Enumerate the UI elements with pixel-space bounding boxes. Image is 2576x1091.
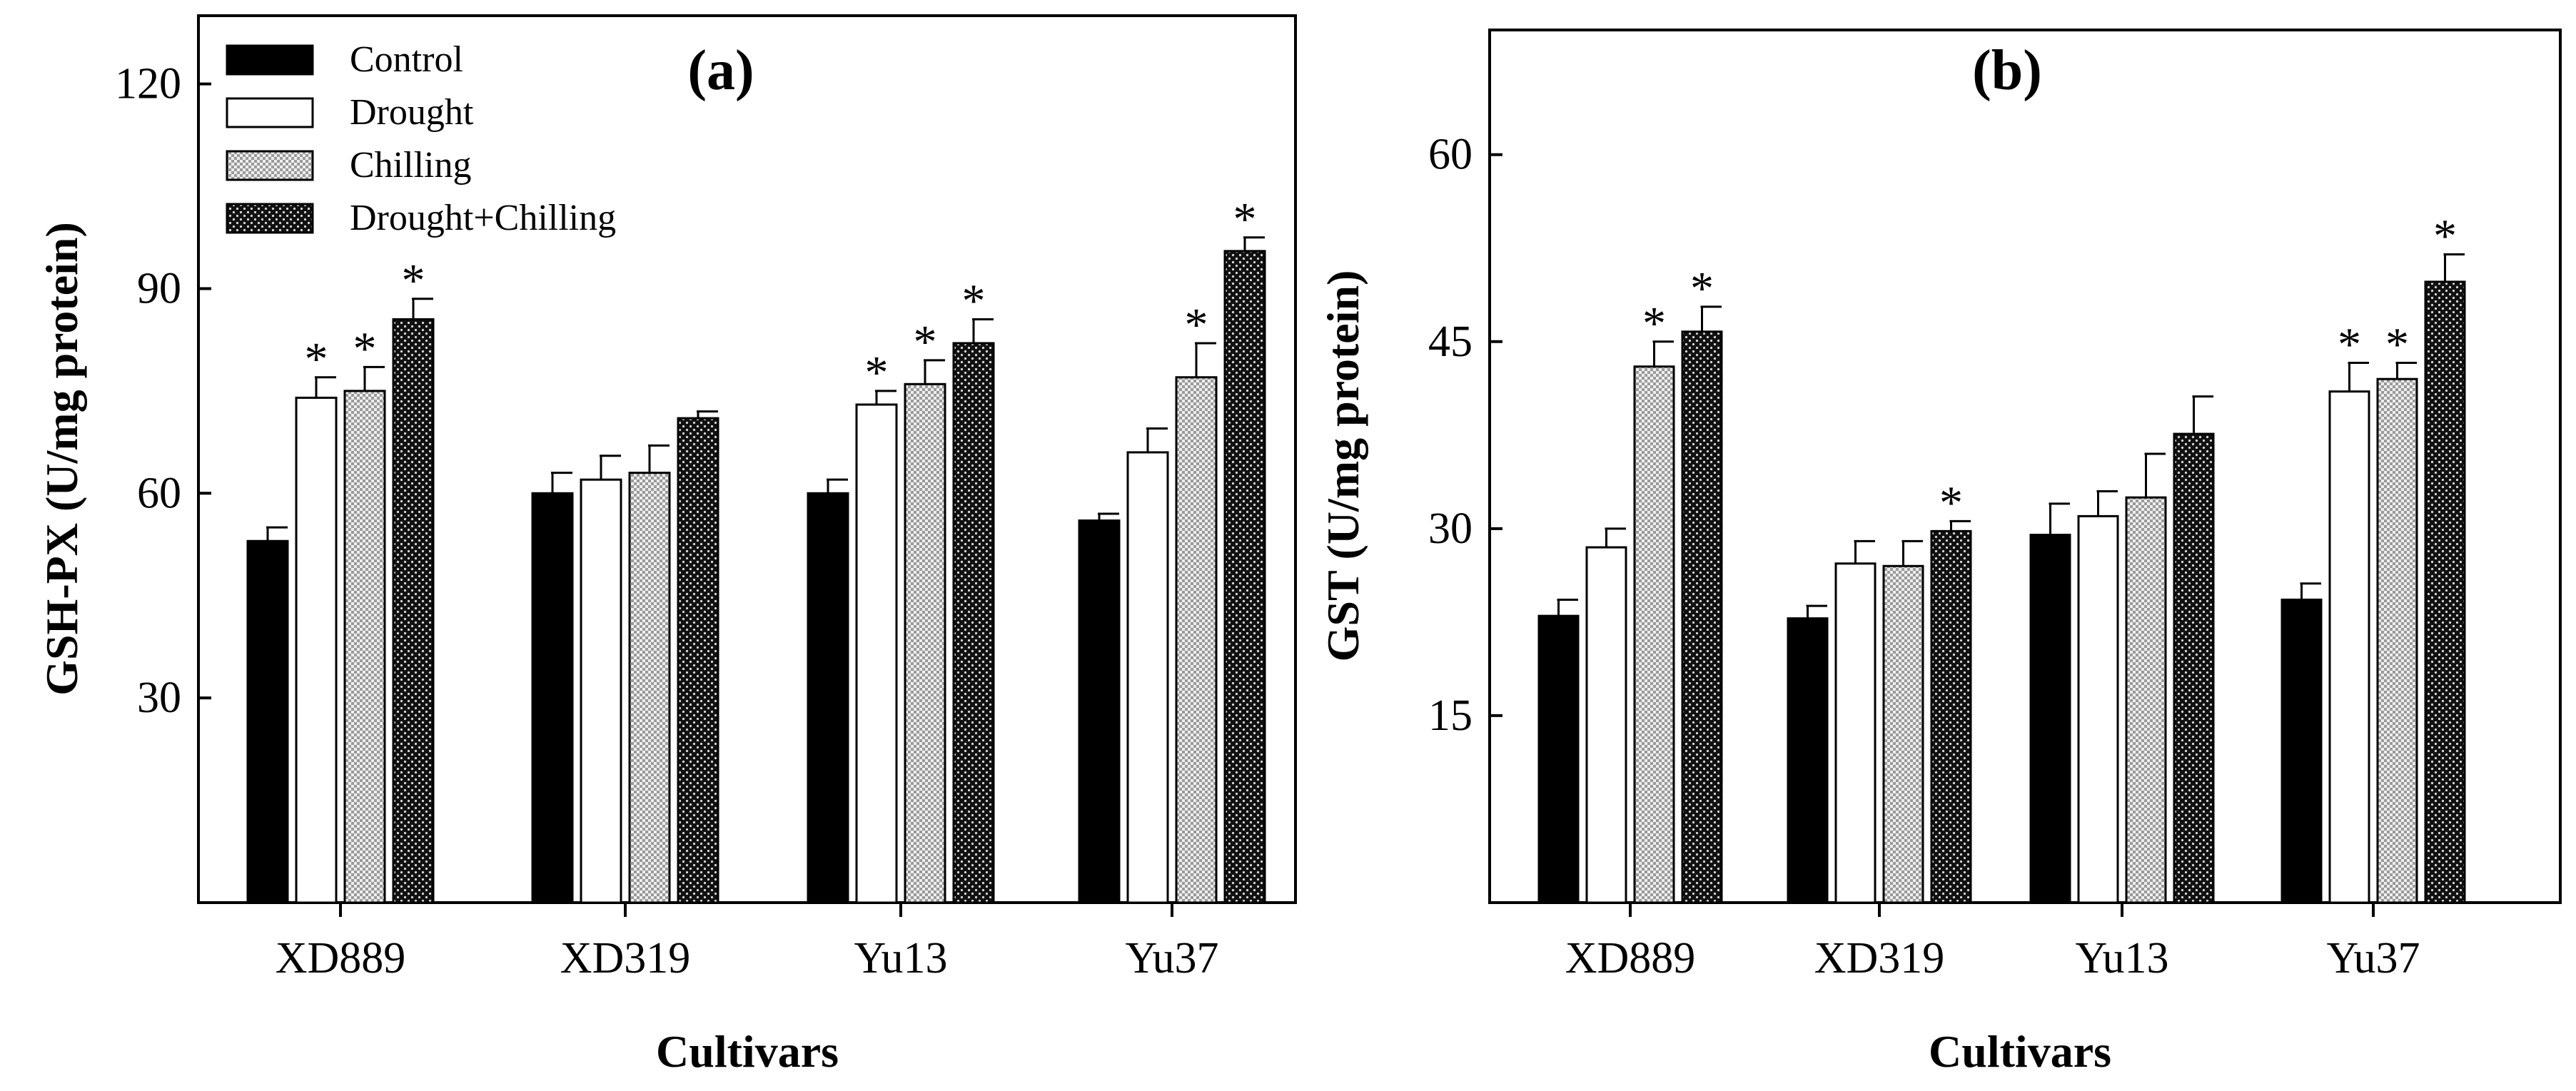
significance-marker: * bbox=[1690, 263, 1714, 315]
bar-drought bbox=[580, 478, 622, 904]
y-tick-label: 120 bbox=[115, 60, 181, 108]
legend: Control Drought Chilling Drought+Chillin… bbox=[226, 39, 616, 238]
bar-control bbox=[807, 492, 849, 904]
legend-item-chilling: Chilling bbox=[226, 145, 471, 186]
legend-swatch-chilling bbox=[226, 150, 314, 181]
bar-chilling bbox=[1633, 365, 1675, 904]
bar-drought-chilling bbox=[952, 342, 995, 904]
x-tick-label: XD319 bbox=[1814, 934, 1945, 983]
plot-frame bbox=[197, 14, 1297, 904]
bar-drought bbox=[1585, 546, 1627, 904]
significance-marker: * bbox=[1233, 193, 1257, 245]
legend-label-chilling: Chilling bbox=[350, 145, 471, 186]
significance-marker: * bbox=[402, 255, 425, 307]
y-tick-label: 90 bbox=[137, 264, 181, 313]
bar-control bbox=[1787, 617, 1829, 904]
y-axis-title: GSH-PX (U/mg protein) bbox=[36, 222, 87, 696]
x-tick-label: Yu13 bbox=[854, 934, 948, 983]
y-tick-label: 60 bbox=[137, 469, 181, 517]
bar-chilling bbox=[904, 382, 946, 904]
legend-item-drought: Drought bbox=[226, 92, 474, 133]
bar-control bbox=[2029, 534, 2071, 904]
legend-label-drought: Drought bbox=[350, 92, 474, 133]
legend-item-drought-chilling: Drought+Chilling bbox=[226, 198, 616, 238]
y-tick-label: 30 bbox=[1428, 504, 1473, 553]
legend-label-drought-chilling: Drought+Chilling bbox=[350, 198, 616, 238]
x-tick-label: Yu37 bbox=[2327, 934, 2420, 983]
panel-label: (b) bbox=[1972, 39, 2042, 102]
bar-control bbox=[1537, 614, 1580, 904]
bar-drought bbox=[2077, 514, 2119, 904]
bar-control bbox=[531, 492, 574, 904]
bar-chilling bbox=[1882, 564, 1924, 904]
bar-drought-chilling bbox=[677, 417, 719, 904]
y-tick-label: 60 bbox=[1428, 131, 1473, 179]
bar-chilling bbox=[2376, 377, 2418, 904]
bar-drought-chilling bbox=[1223, 250, 1266, 904]
bar-drought bbox=[2328, 390, 2370, 904]
x-tick-label: XD889 bbox=[276, 934, 406, 983]
significance-marker: * bbox=[962, 275, 986, 327]
bar-drought-chilling bbox=[2173, 432, 2215, 904]
chart-panel-a: * * * * * * * * 30 60 90 120 XD889 XD319 Yu13 Yu37 (a)… bbox=[36, 14, 1297, 1077]
bar-drought-chilling bbox=[2424, 280, 2466, 904]
bar-control bbox=[246, 539, 289, 904]
legend-label-control: Control bbox=[350, 39, 463, 80]
significance-marker: * bbox=[305, 333, 328, 385]
y-tick-label: 15 bbox=[1428, 691, 1473, 740]
significance-marker: * bbox=[2338, 318, 2361, 370]
x-axis-title: Cultivars bbox=[1929, 1026, 2111, 1077]
y-tick-label: 30 bbox=[137, 674, 181, 722]
axes-group: 15 30 45 60 XD889 XD319 Yu13 Yu37 bbox=[1428, 131, 2420, 983]
bar-control bbox=[1078, 519, 1121, 904]
x-tick-label: XD319 bbox=[560, 934, 691, 983]
bars-group: * * * * * * * * bbox=[246, 193, 1266, 904]
legend-item-control: Control bbox=[226, 39, 463, 80]
bar-drought-chilling bbox=[1681, 330, 1723, 904]
bar-drought-chilling bbox=[392, 318, 435, 904]
significance-marker: * bbox=[2385, 318, 2409, 370]
panel-label: (a) bbox=[687, 39, 754, 102]
legend-swatch-drought-chilling bbox=[226, 203, 314, 234]
bar-control bbox=[2280, 598, 2323, 904]
significance-marker: * bbox=[1939, 477, 1963, 529]
legend-swatch-control bbox=[226, 44, 314, 76]
y-tick-label: 45 bbox=[1428, 318, 1473, 366]
plot-frame bbox=[1488, 29, 2562, 904]
significance-marker: * bbox=[2433, 210, 2457, 262]
significance-marker: * bbox=[1642, 298, 1666, 350]
x-tick-label: XD889 bbox=[1565, 934, 1696, 983]
bar-drought bbox=[1126, 451, 1169, 904]
bar-drought-chilling bbox=[1930, 529, 1972, 904]
x-tick-label: Yu13 bbox=[2076, 934, 2169, 983]
bar-drought bbox=[855, 403, 898, 904]
legend-swatch-drought bbox=[226, 97, 314, 128]
bar-chilling bbox=[2125, 496, 2167, 904]
axes-group: 30 60 90 120 XD889 XD319 Yu13 Yu37 bbox=[115, 60, 1218, 983]
bar-drought bbox=[1834, 562, 1877, 904]
y-axis-title: GST (U/mg protein) bbox=[1318, 270, 1368, 662]
significance-marker: * bbox=[353, 323, 377, 375]
significance-marker: * bbox=[1185, 299, 1208, 351]
significance-marker: * bbox=[865, 347, 889, 399]
x-tick-label: Yu37 bbox=[1126, 934, 1219, 983]
bars-group: * * * * * * bbox=[1537, 210, 2466, 904]
bar-chilling bbox=[1175, 376, 1218, 904]
chart-panel-b: * * * * * * 15 30 45 60 XD889 XD319 Yu13 Yu37 (b) GS… bbox=[1318, 29, 2562, 1077]
x-axis-title: Cultivars bbox=[656, 1026, 839, 1077]
bar-chilling bbox=[628, 472, 671, 904]
significance-marker: * bbox=[914, 316, 937, 368]
bar-drought bbox=[295, 396, 338, 904]
bar-chilling bbox=[343, 390, 386, 904]
